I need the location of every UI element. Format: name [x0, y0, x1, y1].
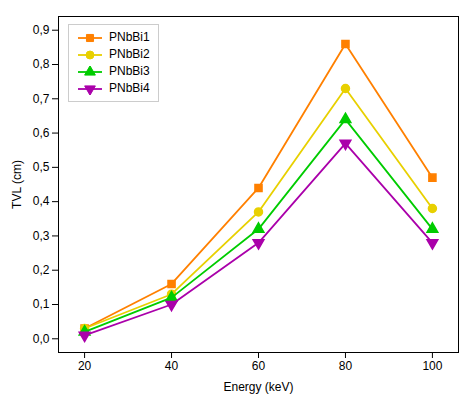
svg-text:0,2: 0,2	[33, 263, 50, 277]
svg-text:0,5: 0,5	[33, 160, 50, 174]
svg-text:0,3: 0,3	[33, 229, 50, 243]
svg-text:0,4: 0,4	[33, 194, 50, 208]
svg-text:80: 80	[339, 359, 353, 373]
html-text:PNbBi4: PNbBi4	[109, 81, 150, 95]
svg-text:TVL (cm): TVL (cm)	[10, 160, 24, 209]
svg-text:0,0: 0,0	[33, 332, 50, 346]
svg-text:0,8: 0,8	[33, 57, 50, 71]
html-text:PNbBi3: PNbBi3	[109, 64, 150, 78]
html-text:PNbBi2: PNbBi2	[109, 47, 150, 61]
svg-text:0,7: 0,7	[33, 92, 50, 106]
svg-text:0,9: 0,9	[33, 23, 50, 37]
svg-text:60: 60	[252, 359, 266, 373]
svg-text:40: 40	[165, 359, 179, 373]
svg-text:20: 20	[78, 359, 92, 373]
svg-text:0,1: 0,1	[33, 297, 50, 311]
html-text:PNbBi1: PNbBi1	[109, 30, 150, 44]
svg-text:Energy (keV): Energy (keV)	[223, 380, 293, 394]
svg-text:100: 100	[422, 359, 442, 373]
svg-text:0,6: 0,6	[33, 126, 50, 140]
